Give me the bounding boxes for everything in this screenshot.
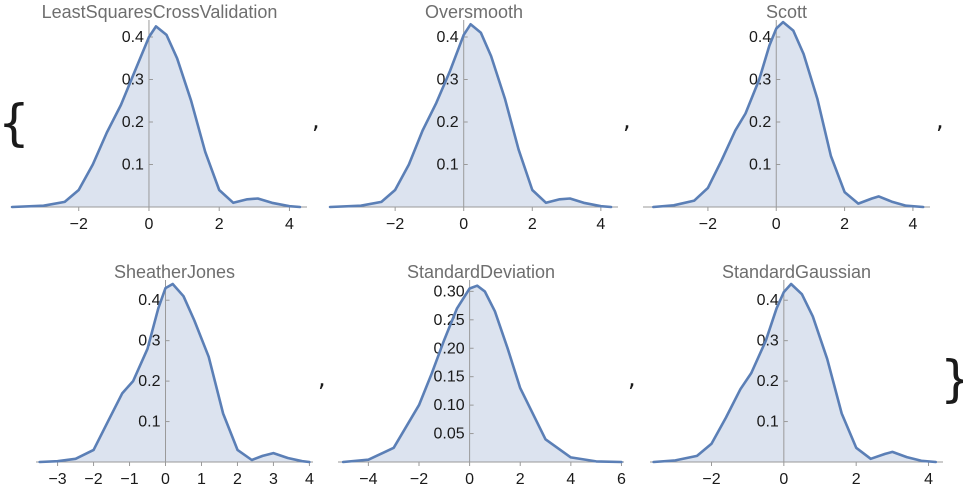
- density-area: [653, 284, 936, 462]
- density-plot-2: Oversmooth −2 0 2 4 0.1 0.2 0.3 0.4: [328, 2, 618, 233]
- x-tick-label: −1: [120, 471, 138, 488]
- x-tick-label: 2: [840, 216, 849, 233]
- y-tick-label: 0.10: [433, 397, 464, 414]
- density-line: [341, 284, 623, 464]
- y-tick-label: 0.1: [436, 157, 458, 174]
- x-tick-label: −4: [359, 471, 377, 488]
- density-line: [328, 23, 613, 209]
- separator-comma-3: ,: [936, 106, 944, 134]
- y-tick-label: 0.2: [757, 373, 779, 390]
- x-tick-label: 0: [161, 471, 170, 488]
- density-plot-4: SheatherJones−3 −2 −1 0 1 2 3 40.10.20.30.4: [36, 262, 314, 488]
- density-area: [12, 26, 300, 208]
- y-tick-label: 0.3: [122, 72, 144, 89]
- y-tick-label: 0.3: [436, 72, 458, 89]
- y-tick-label: 0.25: [433, 312, 464, 329]
- x-tick-label: 2: [528, 216, 537, 233]
- y-tick-label: 0.2: [436, 114, 458, 131]
- density-line: [652, 20, 925, 209]
- density-area: [653, 22, 924, 207]
- plot-title: StandardDeviation: [407, 262, 555, 282]
- y-tick-label: 0.4: [436, 29, 458, 46]
- y-tick-label: 0.4: [749, 29, 771, 46]
- x-tick-label: −2: [84, 471, 102, 488]
- separator-comma-2: ,: [623, 106, 631, 134]
- y-tick-label: 0.1: [122, 157, 144, 174]
- y-tick-label: 0.3: [757, 333, 779, 350]
- y-tick-label: 0.30: [433, 283, 464, 300]
- x-tick-label: 3: [269, 471, 278, 488]
- density-area: [330, 24, 612, 207]
- y-tick-label: 0.1: [138, 414, 160, 431]
- x-tick-label: 0: [772, 216, 781, 233]
- x-tick-label: −2: [386, 216, 404, 233]
- list-open-brace: {: [0, 94, 30, 152]
- density-area: [343, 285, 622, 462]
- x-tick-label: 0: [459, 216, 468, 233]
- density-plot-3: Scott−2 0 2 40.10.20.30.4: [643, 2, 930, 233]
- x-tick-label: 6: [617, 471, 626, 488]
- x-tick-label: 2: [852, 471, 861, 488]
- y-tick-label: 0.15: [433, 369, 464, 386]
- y-tick-label: 0.4: [122, 29, 144, 46]
- plot-title: SheatherJones: [114, 262, 235, 282]
- x-tick-label: 1: [197, 471, 206, 488]
- y-tick-label: 0.2: [749, 114, 771, 131]
- x-tick-label: 4: [566, 471, 575, 488]
- density-plot-6: StandardGaussian −2 0 2 4 0.1 0.2 0.3 0.4: [650, 262, 943, 488]
- density-line: [10, 25, 302, 209]
- plot-title: Oversmooth: [425, 2, 523, 22]
- x-tick-label: −2: [699, 216, 717, 233]
- plot-title: LeastSquaresCrossValidation: [42, 2, 278, 22]
- y-tick-label: 0.2: [138, 373, 160, 390]
- x-tick-label: −3: [48, 471, 66, 488]
- x-tick-label: 4: [924, 471, 933, 488]
- density-line: [38, 282, 311, 464]
- list-close-brace: }: [940, 350, 963, 408]
- plot-title: Scott: [766, 2, 807, 22]
- x-tick-label: 4: [596, 216, 605, 233]
- y-tick-label: 0.1: [757, 414, 779, 431]
- density-plot-5: StandardDeviation −4 −2 0 2 4 6 0.05 0.10 0.15 0.2…: [338, 262, 626, 488]
- x-tick-label: −2: [702, 471, 720, 488]
- x-tick-label: 2: [233, 471, 242, 488]
- density-panels: LeastSquaresCrossValidation −2 0 2 4 0.1 0.2 0.…: [10, 2, 943, 488]
- x-tick-label: 2: [215, 216, 224, 233]
- x-tick-label: 4: [908, 216, 917, 233]
- density-line: [652, 282, 938, 464]
- density-plot-1: LeastSquaresCrossValidation −2 0 2 4 0.1 0.2 0.…: [10, 2, 307, 233]
- y-tick-label: 0.1: [749, 157, 771, 174]
- separator-comma-1: ,: [312, 106, 320, 134]
- y-tick-label: 0.4: [757, 292, 779, 309]
- x-tick-label: 2: [516, 471, 525, 488]
- separator-comma-5: ,: [628, 364, 636, 392]
- x-tick-label: −2: [70, 216, 88, 233]
- density-area: [39, 284, 310, 462]
- plot-title: StandardGaussian: [722, 262, 871, 282]
- x-tick-label: 4: [305, 471, 314, 488]
- x-tick-label: −2: [410, 471, 428, 488]
- x-tick-label: 0: [779, 471, 788, 488]
- separator-comma-4: ,: [318, 364, 326, 392]
- y-tick-label: 0.4: [138, 292, 160, 309]
- x-tick-label: 0: [465, 471, 474, 488]
- x-tick-label: 4: [285, 216, 294, 233]
- x-tick-label: 0: [145, 216, 154, 233]
- y-tick-label: 0.2: [122, 114, 144, 131]
- y-tick-label: 0.05: [433, 426, 464, 443]
